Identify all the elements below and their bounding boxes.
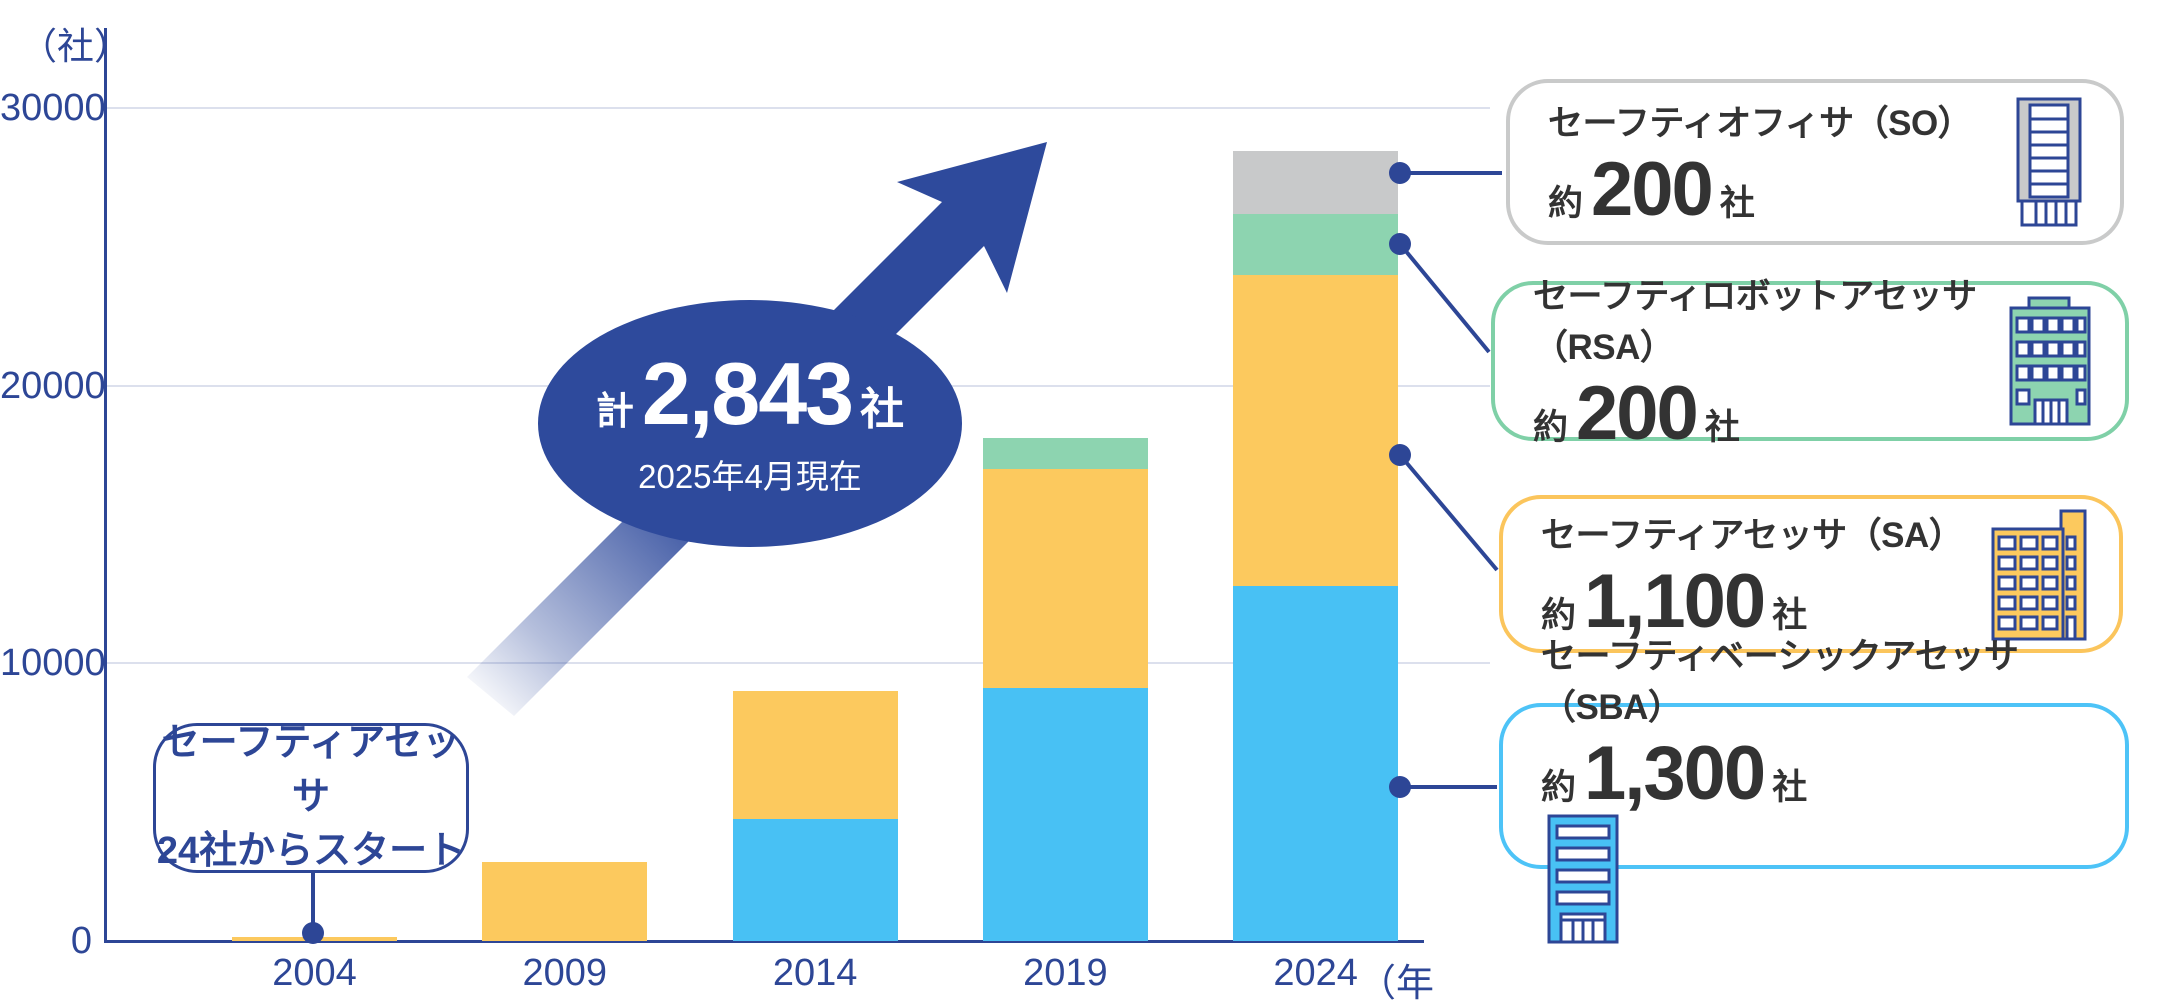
y-tick-label-30000: 30000	[0, 87, 106, 129]
card-rsa-label: セーフティロボットアセッサ（RSA）	[1533, 277, 1977, 368]
total-prefix: 計	[595, 390, 634, 433]
bar-2004-SA	[232, 936, 397, 941]
y-tick-label-10000: 10000	[0, 642, 106, 685]
y-tick-label-0: 0	[70, 920, 92, 962]
card-sba-approx: 約	[1541, 768, 1577, 808]
legend-card-sa: セーフティアセッサ（SA） 約 1,100 社	[1499, 495, 2123, 653]
card-rsa-unit: 社	[1704, 408, 1740, 448]
x-axis-line	[104, 940, 1424, 943]
x-tick-label-2024: 2024	[1273, 952, 1358, 994]
card-sa-approx: 約	[1541, 595, 1577, 635]
bar-2024-RSA	[1233, 213, 1399, 275]
sa-office-building-icon	[1991, 509, 2087, 641]
y-axis-unit-label: （社）	[20, 26, 131, 67]
card-sba-unit: 社	[1772, 768, 1808, 808]
card-so-label: セーフティオフィサ（SO）	[1548, 103, 1973, 143]
bar-2024-SBA	[1233, 585, 1399, 941]
total-value: 2,843	[641, 343, 854, 443]
grid-line-30000	[107, 107, 1490, 109]
so-office-tower-icon	[2016, 97, 2082, 227]
rsa-office-building-icon	[2009, 296, 2091, 426]
bar-2014-SBA	[732, 818, 898, 941]
x-tick-label-2004: 2004	[272, 952, 357, 994]
x-tick-label-2019: 2019	[1023, 952, 1108, 994]
total-badge: 計 2,843 社 2025年4月現在	[538, 300, 962, 547]
sba-office-building-icon	[1547, 814, 1619, 944]
y-axis-line	[104, 28, 107, 943]
start-callout: セーフティアセッサ 24社からスタート	[153, 722, 469, 873]
bar-2024-SO	[1233, 151, 1399, 214]
card-rsa-approx: 約	[1533, 408, 1569, 448]
start-callout-line2: 24社からスタート	[156, 829, 466, 872]
legend-card-so: セーフティオフィサ（SO） 約 200 社	[1506, 79, 2124, 245]
y-tick-label-20000: 20000	[0, 364, 106, 407]
card-so-value: 200	[1591, 146, 1714, 232]
legend-card-rsa: セーフティロボットアセッサ（RSA） 約 200 社	[1491, 277, 2129, 453]
card-sba-value: 1,300	[1584, 731, 1766, 817]
total-unit: 社	[860, 384, 905, 434]
card-sa-unit: 社	[1772, 595, 1808, 635]
start-callout-line1: セーフティアセッサ	[161, 722, 461, 819]
card-sa-label: セーフティアセッサ（SA）	[1541, 515, 1964, 555]
x-tick-label-2014: 2014	[772, 952, 858, 994]
bar-2024-SA	[1233, 274, 1399, 586]
bar-2019-SBA	[982, 688, 1148, 941]
card-rsa-value: 200	[1576, 371, 1699, 457]
bar-2019-SA	[982, 468, 1148, 689]
card-so-approx: 約	[1548, 183, 1584, 223]
bar-2019-RSA	[982, 438, 1148, 469]
total-value-row: 計 2,843 社	[595, 343, 905, 443]
card-so-unit: 社	[1719, 183, 1755, 223]
bar-2014-SA	[732, 691, 898, 819]
total-asof-date: 2025年4月現在	[638, 457, 862, 495]
card-sba-label: セーフティベーシックアセッサ（SBA）	[1541, 637, 2019, 728]
x-tick-label-2009: 2009	[522, 952, 608, 994]
bar-2009-SA	[482, 861, 648, 941]
legend-card-sba: セーフティベーシックアセッサ（SBA） 約 1,300 社	[1499, 637, 2129, 944]
card-sa-value: 1,100	[1584, 558, 1766, 644]
x-axis-unit-label: （年度）	[1357, 963, 1434, 1001]
